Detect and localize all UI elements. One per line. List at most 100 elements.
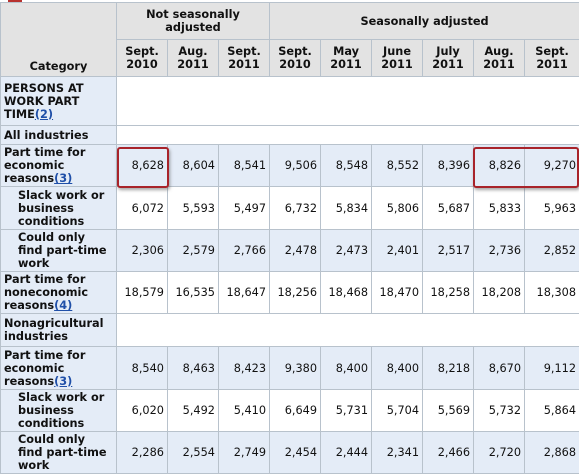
row-label: Could only find part-time work bbox=[1, 432, 117, 474]
data-cell: 5,569 bbox=[423, 390, 474, 432]
data-cell: 2,554 bbox=[168, 432, 219, 474]
period-year: 2011 bbox=[219, 58, 269, 71]
row-label: Part time for economic reasons(3) bbox=[1, 347, 117, 390]
data-cell: 2,720 bbox=[474, 432, 525, 474]
period-year: 2011 bbox=[321, 58, 371, 71]
footnote-link[interactable]: (4) bbox=[54, 299, 72, 312]
data-cell: 5,410 bbox=[219, 390, 270, 432]
data-cell: 2,473 bbox=[321, 230, 372, 272]
data-cell: 8,540 bbox=[117, 347, 168, 390]
table-row: Part time for noneconomic reasons(4)18,5… bbox=[1, 272, 579, 314]
data-cell: 8,826 bbox=[474, 145, 525, 187]
row-label-text: Could only find part-time work bbox=[18, 231, 107, 270]
data-cell: 2,454 bbox=[270, 432, 321, 474]
period-year: 2011 bbox=[525, 58, 579, 71]
period-month: Sept. bbox=[219, 45, 269, 58]
data-cell: 8,463 bbox=[168, 347, 219, 390]
data-cell: 8,218 bbox=[423, 347, 474, 390]
row-label-text: Nonagricultural industries bbox=[4, 317, 104, 343]
table-body: PERSONS AT WORK PART TIME(2) All industri… bbox=[1, 77, 579, 474]
data-cell: 8,423 bbox=[219, 347, 270, 390]
empty-section-cell bbox=[117, 77, 579, 126]
row-label-text: Part time for economic reasons bbox=[4, 349, 85, 388]
period-header: Aug.2011 bbox=[474, 40, 525, 77]
data-cell: 18,470 bbox=[372, 272, 423, 314]
empty-section-cell bbox=[117, 126, 579, 145]
category-header: Category bbox=[1, 3, 117, 77]
data-cell: 8,628 bbox=[117, 145, 168, 187]
data-cell: 8,396 bbox=[423, 145, 474, 187]
data-cell: 8,541 bbox=[219, 145, 270, 187]
data-cell: 8,604 bbox=[168, 145, 219, 187]
period-month: May bbox=[321, 45, 371, 58]
period-header: Sept.2010 bbox=[117, 40, 168, 77]
data-cell: 2,444 bbox=[321, 432, 372, 474]
period-month: Sept. bbox=[525, 45, 579, 58]
data-cell: 2,868 bbox=[525, 432, 579, 474]
data-cell: 8,552 bbox=[372, 145, 423, 187]
row-label: Slack work or business conditions bbox=[1, 390, 117, 432]
footnote-link[interactable]: (3) bbox=[54, 375, 72, 388]
data-cell: 2,852 bbox=[525, 230, 579, 272]
data-cell: 5,492 bbox=[168, 390, 219, 432]
data-cell: 2,749 bbox=[219, 432, 270, 474]
period-year: 2010 bbox=[117, 58, 167, 71]
footnote-link[interactable]: (2) bbox=[35, 108, 53, 121]
data-cell: 2,466 bbox=[423, 432, 474, 474]
table-row: All industries bbox=[1, 126, 579, 145]
section-label: Nonagricultural industries bbox=[1, 314, 117, 347]
data-cell: 8,400 bbox=[321, 347, 372, 390]
table-row: Nonagricultural industries bbox=[1, 314, 579, 347]
data-cell: 2,306 bbox=[117, 230, 168, 272]
period-month: Sept. bbox=[117, 45, 167, 58]
row-label-text: All industries bbox=[4, 129, 88, 142]
data-cell: 5,834 bbox=[321, 187, 372, 230]
period-month: Aug. bbox=[474, 45, 524, 58]
period-header: Sept.2011 bbox=[219, 40, 270, 77]
period-header: Sept.2010 bbox=[270, 40, 321, 77]
period-month: July bbox=[423, 45, 473, 58]
row-label-text: Could only find part-time work bbox=[18, 433, 107, 472]
section-label: PERSONS AT WORK PART TIME(2) bbox=[1, 77, 117, 126]
data-cell: 5,497 bbox=[219, 187, 270, 230]
data-cell: 2,579 bbox=[168, 230, 219, 272]
data-cell: 9,506 bbox=[270, 145, 321, 187]
row-label: Could only find part-time work bbox=[1, 230, 117, 272]
data-cell: 5,731 bbox=[321, 390, 372, 432]
data-cell: 8,400 bbox=[372, 347, 423, 390]
row-label: Part time for noneconomic reasons(4) bbox=[1, 272, 117, 314]
row-label-text: Slack work or business conditions bbox=[18, 391, 104, 430]
empty-section-cell bbox=[117, 314, 579, 347]
data-cell: 16,535 bbox=[168, 272, 219, 314]
data-cell: 5,864 bbox=[525, 390, 579, 432]
data-cell: 6,732 bbox=[270, 187, 321, 230]
data-cell: 9,380 bbox=[270, 347, 321, 390]
data-cell: 5,704 bbox=[372, 390, 423, 432]
data-cell: 2,736 bbox=[474, 230, 525, 272]
data-cell: 5,732 bbox=[474, 390, 525, 432]
data-cell: 18,579 bbox=[117, 272, 168, 314]
data-cell: 18,468 bbox=[321, 272, 372, 314]
row-label-text: Slack work or business conditions bbox=[18, 189, 104, 228]
data-cell: 18,308 bbox=[525, 272, 579, 314]
period-month: Sept. bbox=[270, 45, 320, 58]
data-cell: 2,478 bbox=[270, 230, 321, 272]
data-cell: 18,258 bbox=[423, 272, 474, 314]
footnote-link[interactable]: (3) bbox=[54, 172, 72, 185]
period-month: Aug. bbox=[168, 45, 218, 58]
data-cell: 5,687 bbox=[423, 187, 474, 230]
data-cell: 5,806 bbox=[372, 187, 423, 230]
data-cell: 2,286 bbox=[117, 432, 168, 474]
period-year: 2011 bbox=[423, 58, 473, 71]
row-label: Slack work or business conditions bbox=[1, 187, 117, 230]
data-cell: 8,670 bbox=[474, 347, 525, 390]
data-cell: 9,112 bbox=[525, 347, 579, 390]
